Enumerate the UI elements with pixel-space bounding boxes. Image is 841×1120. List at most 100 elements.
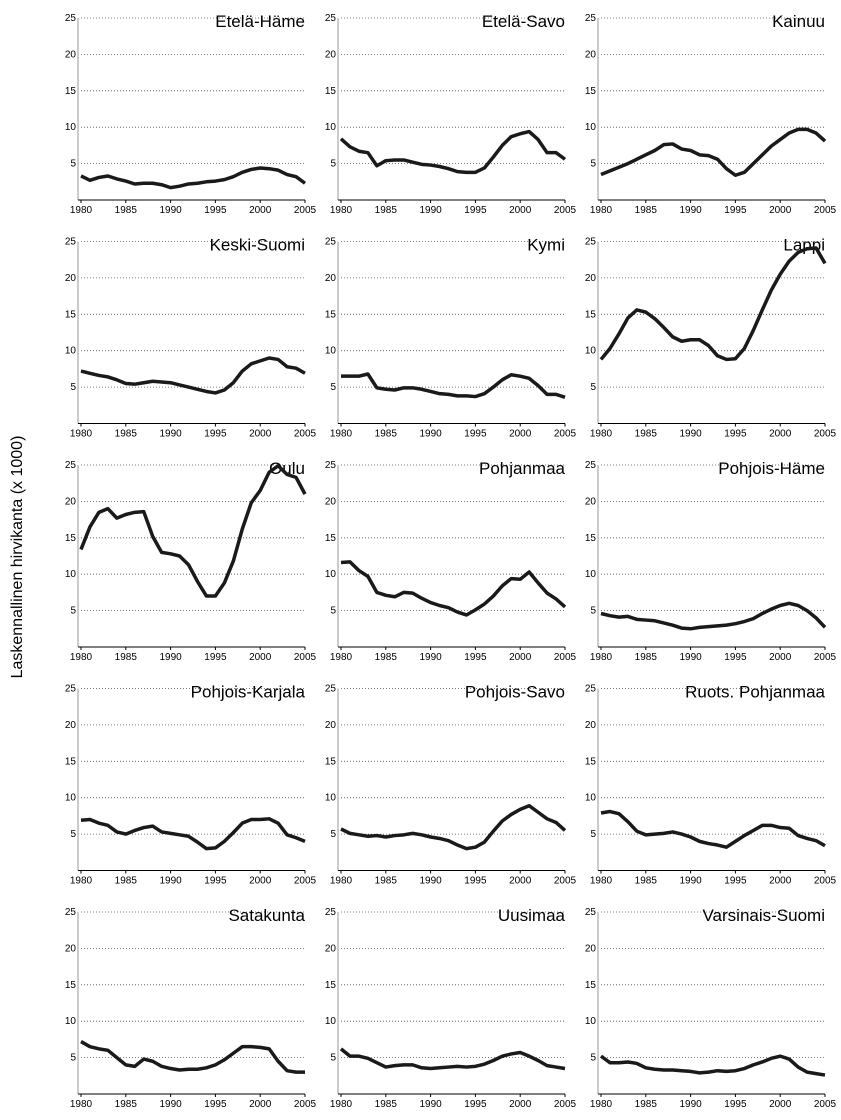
x-tick-label: 1995 bbox=[724, 429, 747, 440]
x-tick-label: 1990 bbox=[679, 429, 702, 440]
data-line bbox=[341, 372, 566, 399]
data-line bbox=[339, 129, 567, 175]
x-tick-label: 1990 bbox=[679, 876, 702, 887]
panel: 5 10 15 20 25 1980 1985 1990 1995 2000 2005 Pohjois… bbox=[65, 683, 317, 887]
y-tick-label: 10 bbox=[585, 122, 597, 133]
panel: 5 10 15 20 25 1980 1985 1990 1995 2000 2005 Pohjanm… bbox=[325, 459, 577, 663]
x-tick-label: 1980 bbox=[330, 652, 353, 663]
x-tick-label: 1995 bbox=[464, 429, 487, 440]
x-tick-label: 1995 bbox=[724, 205, 747, 216]
y-tick-label: 5 bbox=[330, 159, 336, 170]
y-tick-label: 5 bbox=[330, 829, 336, 840]
y-tick-label: 20 bbox=[585, 496, 597, 507]
data-line bbox=[340, 560, 567, 617]
y-tick-label: 15 bbox=[325, 533, 337, 544]
data-line bbox=[600, 601, 827, 631]
x-tick-label: 1995 bbox=[204, 876, 227, 887]
panel: 5 10 15 20 25 1980 1985 1990 1995 2000 2005 Uusimaa bbox=[325, 906, 577, 1110]
x-tick-label: 1985 bbox=[375, 429, 398, 440]
x-tick-label: 2000 bbox=[509, 1099, 532, 1110]
x-tick-label: 2000 bbox=[769, 876, 792, 887]
y-tick-label: 10 bbox=[585, 1016, 597, 1027]
x-tick-label: 1980 bbox=[330, 429, 353, 440]
y-tick-label: 20 bbox=[65, 49, 77, 60]
panel: 5 10 15 20 25 1980 1985 1990 1995 2000 2005 Etelä-S… bbox=[325, 12, 577, 216]
x-tick-label: 1985 bbox=[375, 205, 398, 216]
y-tick-label: 5 bbox=[70, 829, 76, 840]
y-tick-label: 20 bbox=[65, 273, 77, 284]
x-tick-label: 1990 bbox=[159, 205, 182, 216]
panel-title: Pohjois-Savo bbox=[465, 683, 565, 702]
y-tick-label: 15 bbox=[65, 756, 77, 767]
y-tick-label: 20 bbox=[325, 496, 337, 507]
x-tick-label: 1995 bbox=[204, 1099, 227, 1110]
x-tick-label: 2000 bbox=[509, 205, 532, 216]
x-tick-label: 1990 bbox=[159, 429, 182, 440]
x-tick-label: 1980 bbox=[590, 1099, 613, 1110]
y-tick-label: 15 bbox=[325, 86, 337, 97]
panel-title: Oulu bbox=[269, 459, 305, 478]
y-tick-label: 25 bbox=[325, 907, 337, 918]
y-tick-label: 10 bbox=[65, 793, 77, 804]
y-tick-label: 25 bbox=[585, 237, 597, 248]
x-tick-label: 1995 bbox=[204, 429, 227, 440]
panel-title: Kymi bbox=[527, 236, 565, 255]
x-tick-label: 1985 bbox=[115, 205, 138, 216]
x-tick-label: 1985 bbox=[635, 1099, 658, 1110]
x-tick-label: 2005 bbox=[814, 652, 837, 663]
x-tick-label: 2000 bbox=[249, 429, 272, 440]
panel-title: Keski-Suomi bbox=[210, 236, 305, 255]
x-tick-label: 1980 bbox=[330, 1099, 353, 1110]
x-tick-label: 1990 bbox=[419, 652, 442, 663]
y-tick-label: 25 bbox=[65, 460, 77, 471]
y-tick-label: 20 bbox=[325, 943, 337, 954]
x-tick-label: 1995 bbox=[204, 205, 227, 216]
panel-title: Etelä-Savo bbox=[482, 12, 565, 31]
x-tick-label: 1985 bbox=[635, 205, 658, 216]
x-tick-label: 1990 bbox=[159, 1099, 182, 1110]
y-tick-label: 20 bbox=[325, 49, 337, 60]
x-tick-label: 2000 bbox=[249, 652, 272, 663]
panel: 5 10 15 20 25 1980 1985 1990 1995 2000 2005 Keski-S… bbox=[65, 236, 317, 440]
panel: 5 10 15 20 25 1980 1985 1990 1995 2000 2005 Ruots. … bbox=[585, 683, 837, 887]
panel: 5 10 15 20 25 1980 1985 1990 1995 2000 2005 Pohjois… bbox=[585, 459, 837, 663]
x-tick-label: 1980 bbox=[590, 652, 613, 663]
x-tick-label: 1995 bbox=[724, 652, 747, 663]
y-tick-label: 20 bbox=[325, 720, 337, 731]
x-tick-label: 2000 bbox=[249, 1099, 272, 1110]
y-tick-label: 5 bbox=[70, 606, 76, 617]
x-tick-label: 2000 bbox=[249, 876, 272, 887]
x-tick-label: 2005 bbox=[554, 429, 577, 440]
y-tick-label: 20 bbox=[585, 943, 597, 954]
data-line bbox=[80, 166, 307, 190]
y-tick-label: 5 bbox=[590, 606, 596, 617]
data-line bbox=[600, 809, 826, 849]
x-tick-label: 1985 bbox=[635, 429, 658, 440]
x-tick-label: 2005 bbox=[814, 205, 837, 216]
x-tick-label: 2000 bbox=[769, 652, 792, 663]
x-tick-label: 1980 bbox=[330, 205, 353, 216]
y-tick-label: 25 bbox=[65, 237, 77, 248]
x-tick-label: 1990 bbox=[679, 1099, 702, 1110]
y-tick-label: 10 bbox=[65, 569, 77, 580]
panel-title: Etelä-Häme bbox=[215, 12, 305, 31]
y-tick-label: 15 bbox=[65, 309, 77, 320]
data-line bbox=[80, 1040, 305, 1074]
y-tick-label: 5 bbox=[590, 1053, 596, 1064]
data-line bbox=[80, 356, 306, 395]
x-tick-label: 1980 bbox=[70, 429, 93, 440]
x-tick-label: 2000 bbox=[769, 205, 792, 216]
y-tick-label: 10 bbox=[585, 346, 597, 357]
y-tick-label: 20 bbox=[65, 496, 77, 507]
x-tick-label: 1985 bbox=[115, 876, 138, 887]
y-tick-label: 10 bbox=[325, 793, 337, 804]
panel: 5 10 15 20 25 1980 1985 1990 1995 2000 2005 Oulu bbox=[65, 459, 317, 663]
y-tick-label: 5 bbox=[330, 606, 336, 617]
panel-title: Ruots. Pohjanmaa bbox=[685, 683, 825, 702]
data-line bbox=[599, 1054, 826, 1077]
y-tick-label: 15 bbox=[325, 309, 337, 320]
panel-title: Kainuu bbox=[772, 12, 825, 31]
y-tick-label: 10 bbox=[325, 122, 337, 133]
y-tick-label: 15 bbox=[585, 756, 597, 767]
